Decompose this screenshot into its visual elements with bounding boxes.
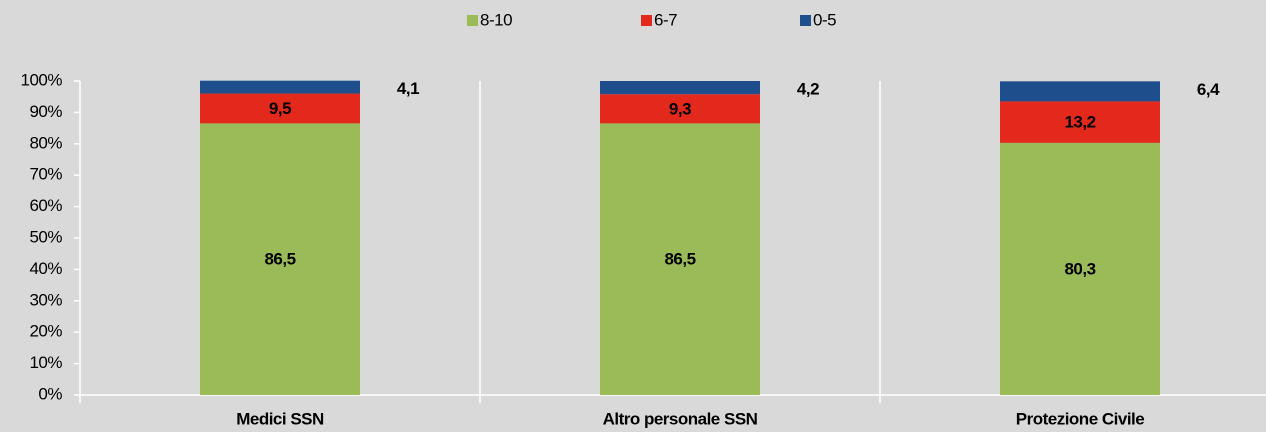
bar-segment (200, 123, 360, 395)
y-tick-label: 90% (29, 102, 62, 121)
x-tick-label: Protezione Civile (1016, 409, 1145, 428)
legend-label: 8-10 (480, 10, 512, 29)
y-tick-label: 0% (38, 384, 62, 403)
data-label: 86,5 (664, 250, 695, 269)
y-tick-label: 50% (29, 227, 62, 246)
legend-swatch (641, 15, 652, 26)
bar-segment (600, 81, 760, 95)
legend-swatch (467, 15, 478, 26)
bar-segment (200, 93, 360, 124)
bar-segment (1000, 81, 1160, 102)
bar-segment (1000, 142, 1160, 395)
data-label: 9,3 (669, 99, 691, 118)
y-tick-label: 70% (29, 165, 62, 184)
y-tick-label: 60% (29, 196, 62, 215)
y-tick-label: 40% (29, 259, 62, 278)
y-tick-label: 80% (29, 133, 62, 152)
legend-label: 0-5 (813, 10, 836, 29)
y-tick-label: 10% (29, 353, 62, 372)
legend-swatch (800, 15, 811, 26)
bar-segment (1000, 101, 1160, 143)
bar-segment (600, 94, 760, 124)
data-label: 4,1 (397, 79, 419, 98)
y-tick-label: 30% (29, 290, 62, 309)
x-tick-label: Altro personale SSN (603, 409, 758, 428)
data-label: 6,4 (1197, 80, 1220, 99)
bar-segment (600, 123, 760, 395)
legend-label: 6-7 (654, 10, 677, 29)
data-label: 9,5 (269, 99, 291, 118)
y-tick-label: 100% (21, 70, 63, 89)
y-tick-label: 20% (29, 322, 62, 341)
bar-segment (200, 80, 360, 94)
x-tick-label: Medici SSN (236, 409, 324, 428)
data-label: 86,5 (264, 250, 295, 269)
data-label: 4,2 (797, 79, 819, 98)
data-label: 80,3 (1064, 259, 1095, 278)
data-label: 13,2 (1064, 113, 1095, 132)
